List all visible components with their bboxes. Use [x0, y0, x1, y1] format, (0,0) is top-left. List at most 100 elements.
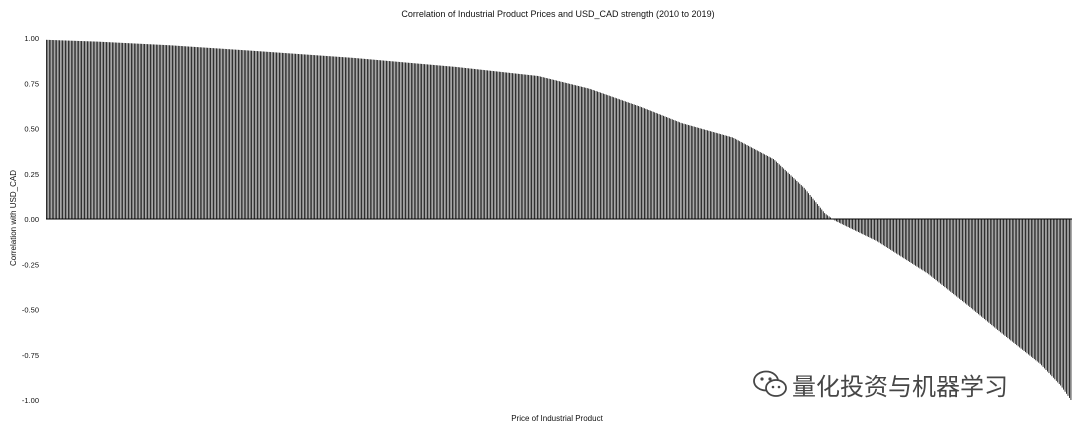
- bar: [712, 132, 714, 219]
- bar: [667, 117, 669, 219]
- bar: [153, 44, 154, 219]
- bar: [517, 73, 519, 219]
- bar: [164, 45, 166, 219]
- bar: [114, 42, 116, 220]
- bar: [963, 219, 965, 303]
- bar: [265, 51, 267, 220]
- bar: [232, 49, 233, 220]
- bar: [679, 122, 680, 219]
- bar: [1022, 219, 1023, 350]
- bar: [274, 52, 276, 219]
- bar: [172, 45, 173, 220]
- bar: [314, 55, 316, 219]
- bar: [431, 64, 433, 219]
- bar: [515, 73, 516, 219]
- bar: [484, 70, 486, 219]
- bar: [620, 99, 622, 219]
- bar: [441, 65, 443, 219]
- bar: [633, 104, 635, 219]
- bar: [82, 41, 84, 219]
- bar: [542, 77, 544, 220]
- bar: [624, 101, 626, 219]
- bar: [216, 48, 217, 219]
- watermark: 量化投资与机器学习: [752, 364, 1008, 404]
- bar: [100, 41, 102, 219]
- bar: [1044, 219, 1045, 369]
- bar: [988, 219, 990, 323]
- bar: [578, 85, 579, 219]
- bar: [589, 88, 591, 219]
- bar: [784, 169, 786, 219]
- chart-title: Correlation of Industrial Product Prices…: [401, 9, 714, 19]
- bar: [362, 58, 364, 220]
- bar: [268, 51, 270, 220]
- bar: [516, 73, 518, 219]
- bar: [374, 59, 376, 220]
- bar: [122, 42, 124, 219]
- bar: [506, 72, 508, 219]
- bar: [808, 193, 809, 219]
- bar: [734, 138, 736, 219]
- bar: [97, 41, 99, 220]
- bar: [350, 57, 352, 220]
- bar: [1006, 219, 1007, 337]
- bar: [737, 140, 739, 219]
- bar: [242, 50, 244, 219]
- bar: [262, 51, 264, 219]
- bar: [213, 48, 214, 219]
- bar: [995, 219, 997, 329]
- bar: [965, 219, 966, 304]
- bar: [139, 43, 141, 219]
- bar: [202, 47, 204, 219]
- bar: [985, 219, 987, 321]
- bar: [290, 53, 292, 219]
- bar: [428, 64, 430, 219]
- bar: [422, 64, 424, 219]
- bar: [819, 207, 821, 219]
- bar: [846, 219, 848, 227]
- bar: [932, 219, 934, 278]
- bar: [981, 219, 982, 317]
- bar: [733, 138, 735, 219]
- bar: [63, 40, 65, 220]
- bar: [189, 46, 191, 219]
- bar: [226, 49, 228, 219]
- bar: [427, 64, 428, 219]
- bar: [402, 62, 403, 219]
- bar: [906, 219, 908, 261]
- bar: [642, 107, 644, 219]
- bar: [208, 47, 210, 220]
- bar: [510, 73, 512, 219]
- bar: [394, 61, 396, 219]
- bar: [415, 63, 417, 219]
- bar: [793, 178, 795, 219]
- bar: [340, 57, 342, 220]
- y-tick-label: 0.25: [24, 170, 39, 179]
- bar: [689, 125, 691, 219]
- bar: [1063, 219, 1065, 390]
- bar: [649, 110, 651, 219]
- bar: [909, 219, 911, 262]
- bar: [957, 219, 959, 298]
- bar: [246, 50, 248, 220]
- bar: [919, 219, 921, 269]
- bar: [497, 71, 499, 219]
- bar: [76, 40, 78, 220]
- bar: [849, 219, 851, 228]
- bar: [261, 51, 263, 219]
- bar: [1020, 219, 1022, 349]
- bar: [107, 42, 109, 219]
- bar: [724, 135, 726, 219]
- bar: [550, 79, 552, 219]
- bar: [1067, 219, 1069, 396]
- bar: [654, 112, 656, 219]
- bar: [783, 168, 785, 219]
- bar: [457, 67, 459, 219]
- bar: [418, 63, 420, 220]
- bar: [54, 40, 56, 220]
- bar: [408, 62, 409, 219]
- bar: [752, 148, 754, 219]
- bar: [554, 80, 556, 219]
- bar: [437, 65, 439, 219]
